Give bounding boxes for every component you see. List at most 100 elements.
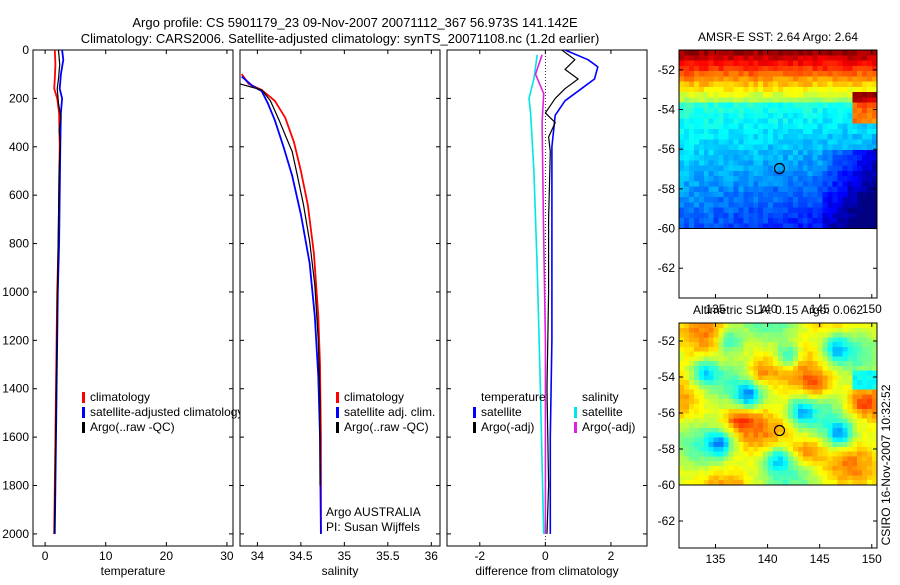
map-cell: [797, 465, 804, 472]
map-cell: [852, 437, 858, 443]
map-cell: [832, 71, 838, 77]
y-tick-label: 1400: [2, 382, 29, 396]
map-cell: [857, 404, 863, 410]
map-cell: [832, 442, 838, 448]
map-cell: [837, 55, 843, 61]
map-cell: [688, 365, 695, 372]
map-cell: [743, 399, 749, 405]
map-cell: [852, 337, 858, 343]
map-cell: [679, 81, 685, 88]
map-cell: [723, 165, 729, 172]
map-cell: [753, 351, 759, 357]
map-cell: [847, 107, 853, 114]
map-cell: [802, 197, 809, 203]
map-cell: [698, 186, 705, 193]
map-cell: [857, 76, 863, 83]
map-cell: [867, 197, 873, 203]
y-tick-label: 2000: [2, 527, 29, 541]
map-cell: [822, 446, 828, 453]
map-cell: [738, 50, 744, 56]
map-cell: [718, 404, 725, 410]
map-cell: [748, 134, 754, 140]
map-cell: [812, 191, 819, 198]
map-cell: [822, 356, 828, 362]
map-cell: [817, 332, 824, 338]
map-cell: [753, 332, 759, 338]
map-cell: [792, 155, 799, 161]
map-cell: [807, 202, 814, 209]
map-cell: [832, 123, 838, 130]
map-cell: [708, 475, 715, 481]
map-cell: [827, 399, 833, 405]
map-cell: [807, 432, 814, 438]
map-cell: [802, 394, 809, 400]
map-cell: [778, 446, 784, 453]
map-cell: [852, 60, 858, 67]
map-cell: [738, 92, 744, 98]
map-cell: [679, 342, 685, 348]
legend-swatch: [574, 407, 577, 418]
map-cell: [817, 404, 824, 410]
map-cell: [852, 139, 858, 146]
map-cell: [758, 461, 764, 467]
map-cell: [862, 346, 868, 353]
map-cell: [792, 342, 799, 348]
map-cell: [822, 170, 828, 177]
map-cell: [733, 370, 739, 376]
map-cell: [718, 480, 725, 486]
map-cell: [847, 361, 853, 367]
map-cell: [728, 380, 734, 386]
map-cell: [768, 327, 774, 334]
map-cell: [778, 118, 784, 125]
map-cell: [847, 323, 853, 329]
map-cell: [822, 408, 828, 415]
map-cell: [807, 97, 814, 104]
map-cell: [688, 413, 695, 419]
map-cell: [842, 337, 848, 343]
map-cell: [847, 418, 853, 424]
map-cell: [718, 92, 725, 98]
map-cell: [753, 389, 759, 395]
map-cell: [703, 432, 710, 438]
map-cell: [822, 413, 828, 419]
map-cell: [872, 323, 878, 329]
map-cell: [679, 60, 685, 67]
map-cell: [733, 86, 739, 93]
map-cell: [679, 50, 685, 56]
map-cell: [683, 389, 690, 395]
map-cell: [837, 451, 843, 457]
map-cell: [683, 370, 690, 376]
map-cell: [797, 139, 804, 146]
map-cell: [802, 55, 809, 61]
map-cell: [688, 346, 695, 353]
map-cell: [679, 465, 685, 472]
map-cell: [852, 207, 858, 214]
map-cell: [688, 202, 695, 209]
map-cell: [792, 451, 799, 457]
map-cell: [688, 442, 695, 448]
map-cell: [812, 170, 819, 177]
map-cell: [852, 342, 858, 348]
panel-frame: [239, 49, 441, 547]
map-cell: [708, 176, 715, 182]
map-cell: [763, 370, 769, 376]
map-cell: [872, 332, 878, 338]
map-cell: [748, 451, 754, 457]
map-cell: [679, 346, 685, 353]
map-cell: [768, 342, 774, 348]
map-cell: [753, 480, 759, 486]
map-cell: [738, 394, 744, 400]
map-cell: [862, 423, 868, 429]
map-cell: [728, 437, 734, 443]
map-cell: [812, 342, 819, 348]
map-cell: [768, 223, 774, 230]
map-cell: [787, 413, 794, 419]
map-cell: [842, 351, 848, 357]
map-cell: [748, 442, 754, 448]
map-cell: [802, 365, 809, 372]
map-cell: [683, 461, 690, 467]
map-cell: [728, 160, 734, 167]
map-cell: [723, 480, 729, 486]
map-cell: [763, 92, 769, 98]
